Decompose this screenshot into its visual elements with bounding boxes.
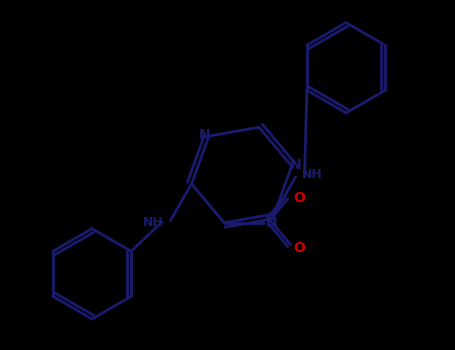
Text: O: O [293, 241, 305, 255]
Text: N: N [199, 128, 211, 142]
Text: NH: NH [142, 216, 163, 229]
Text: NH: NH [302, 168, 323, 182]
Text: N: N [290, 158, 302, 172]
Text: O: O [293, 191, 305, 205]
Text: N: N [265, 216, 277, 230]
